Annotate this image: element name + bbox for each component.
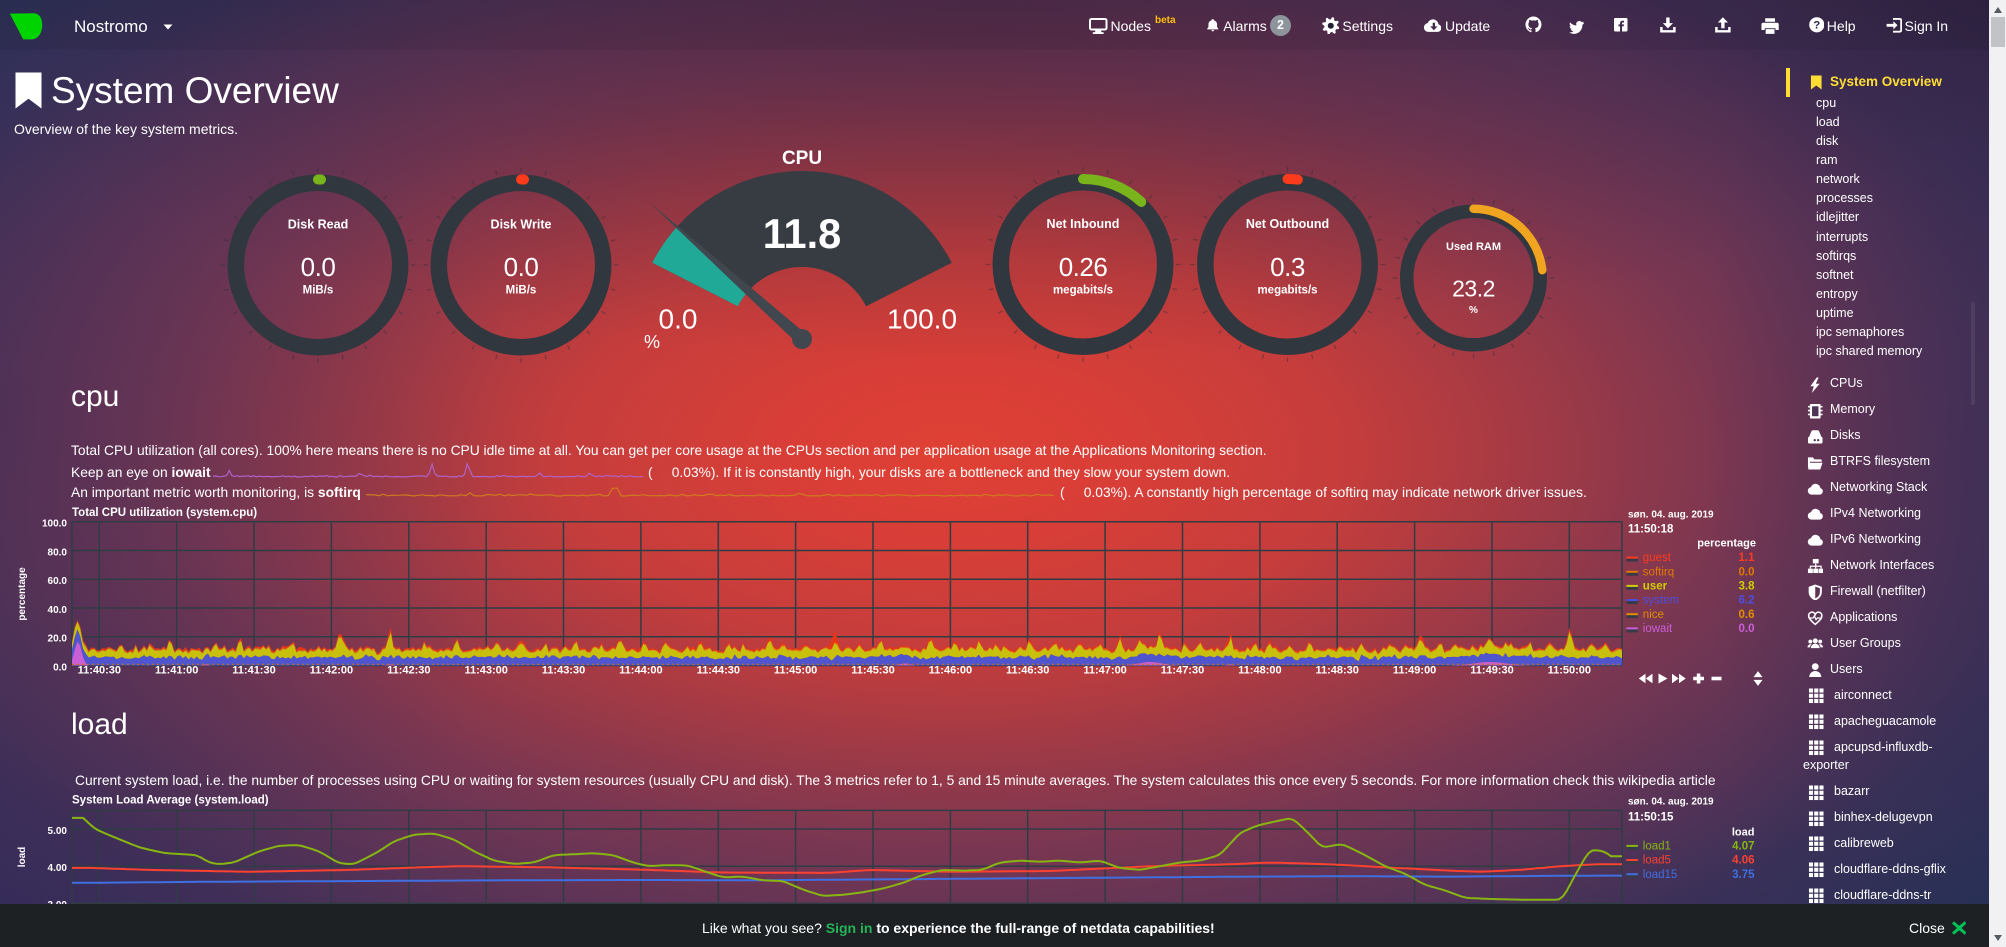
svg-text:5.00: 5.00 — [48, 826, 68, 837]
svg-text:load1: load1 — [1643, 841, 1671, 853]
svg-text:iowait: iowait — [1643, 623, 1673, 635]
svg-text:11:48:00: 11:48:00 — [1238, 665, 1281, 677]
svg-text:11:43:00: 11:43:00 — [464, 665, 507, 677]
svg-text:0.6: 0.6 — [1739, 609, 1755, 621]
svg-text:0.0: 0.0 — [301, 252, 336, 282]
svg-text:11:45:00: 11:45:00 — [774, 665, 817, 677]
svg-text:0.26: 0.26 — [1059, 252, 1108, 282]
svg-text:Used RAM: Used RAM — [1446, 241, 1501, 253]
svg-text:11:49:30: 11:49:30 — [1470, 665, 1513, 677]
svg-text:Net Inbound: Net Inbound — [1047, 217, 1120, 231]
svg-text:11:42:00: 11:42:00 — [310, 665, 353, 677]
svg-text:11:48:30: 11:48:30 — [1315, 665, 1358, 677]
svg-text:4.00: 4.00 — [48, 863, 68, 874]
svg-text:MiB/s: MiB/s — [506, 285, 537, 297]
svg-text:100.0: 100.0 — [42, 519, 67, 530]
svg-text:0.0: 0.0 — [1739, 566, 1755, 578]
svg-text:11:47:00: 11:47:00 — [1083, 665, 1126, 677]
svg-text:11:50:00: 11:50:00 — [1548, 665, 1591, 677]
svg-text:Disk Write: Disk Write — [491, 218, 552, 232]
svg-text:load5: load5 — [1643, 855, 1671, 867]
svg-text:%: % — [644, 332, 660, 352]
svg-text:11:43:30: 11:43:30 — [542, 665, 585, 677]
svg-text:11:50:15: 11:50:15 — [1628, 812, 1674, 824]
svg-text:søn. 04. aug. 2019: søn. 04. aug. 2019 — [1628, 797, 1714, 808]
svg-text:11:42:30: 11:42:30 — [387, 665, 430, 677]
svg-text:4.07: 4.07 — [1732, 841, 1754, 853]
svg-text:load15: load15 — [1643, 869, 1678, 881]
svg-text:60.0: 60.0 — [48, 576, 68, 587]
svg-text:0.0: 0.0 — [659, 304, 698, 335]
svg-text:?: ? — [1813, 20, 1820, 32]
svg-text:11:46:00: 11:46:00 — [929, 665, 972, 677]
svg-text:11:44:30: 11:44:30 — [697, 665, 740, 677]
svg-text:11:41:00: 11:41:00 — [155, 665, 198, 677]
svg-text:MiB/s: MiB/s — [303, 285, 334, 297]
svg-text:søn. 04. aug. 2019: søn. 04. aug. 2019 — [1628, 509, 1714, 520]
svg-text:11:50:18: 11:50:18 — [1628, 523, 1674, 535]
svg-text:CPU: CPU — [782, 148, 822, 169]
svg-text:0.0: 0.0 — [504, 252, 539, 282]
svg-text:Net Outbound: Net Outbound — [1246, 217, 1329, 231]
svg-text:softirq: softirq — [1643, 566, 1674, 578]
svg-text:11:49:00: 11:49:00 — [1393, 665, 1436, 677]
svg-text:23.2: 23.2 — [1452, 276, 1495, 302]
svg-text:40.0: 40.0 — [48, 605, 68, 616]
svg-text:100.0: 100.0 — [887, 304, 957, 335]
svg-text:0.0: 0.0 — [53, 662, 67, 673]
svg-text:percentage: percentage — [17, 567, 28, 621]
svg-text:percentage: percentage — [1697, 537, 1756, 549]
svg-text:user: user — [1643, 581, 1668, 593]
svg-text:system: system — [1643, 595, 1679, 607]
svg-text:3.8: 3.8 — [1739, 581, 1756, 593]
svg-text:11.8: 11.8 — [763, 210, 841, 257]
svg-text:Disk Read: Disk Read — [288, 218, 348, 232]
svg-text:System Load Average (system.lo: System Load Average (system.load) — [72, 795, 269, 807]
svg-text:Total CPU utilization (system.: Total CPU utilization (system.cpu) — [72, 507, 257, 519]
svg-text:megabits/s: megabits/s — [1257, 285, 1317, 297]
svg-text:11:44:00: 11:44:00 — [619, 665, 662, 677]
svg-text:load: load — [17, 847, 28, 868]
svg-text:11:40:30: 11:40:30 — [78, 665, 121, 677]
svg-text:20.0: 20.0 — [48, 634, 68, 645]
svg-text:11:45:30: 11:45:30 — [851, 665, 894, 677]
svg-text:4.06: 4.06 — [1732, 855, 1754, 867]
svg-text:load: load — [1732, 827, 1755, 839]
svg-text:%: % — [1469, 305, 1478, 316]
svg-text:0.0: 0.0 — [1739, 623, 1755, 635]
svg-text:guest: guest — [1643, 552, 1672, 564]
svg-text:6.2: 6.2 — [1739, 595, 1755, 607]
svg-text:1.1: 1.1 — [1739, 552, 1756, 564]
svg-text:80.0: 80.0 — [48, 547, 68, 558]
svg-text:11:41:30: 11:41:30 — [232, 665, 275, 677]
svg-text:11:46:30: 11:46:30 — [1006, 665, 1049, 677]
svg-text:11:47:30: 11:47:30 — [1161, 665, 1204, 677]
svg-text:3.75: 3.75 — [1732, 869, 1755, 881]
svg-text:0.3: 0.3 — [1270, 252, 1305, 282]
svg-text:nice: nice — [1643, 609, 1664, 621]
svg-text:megabits/s: megabits/s — [1053, 285, 1113, 297]
